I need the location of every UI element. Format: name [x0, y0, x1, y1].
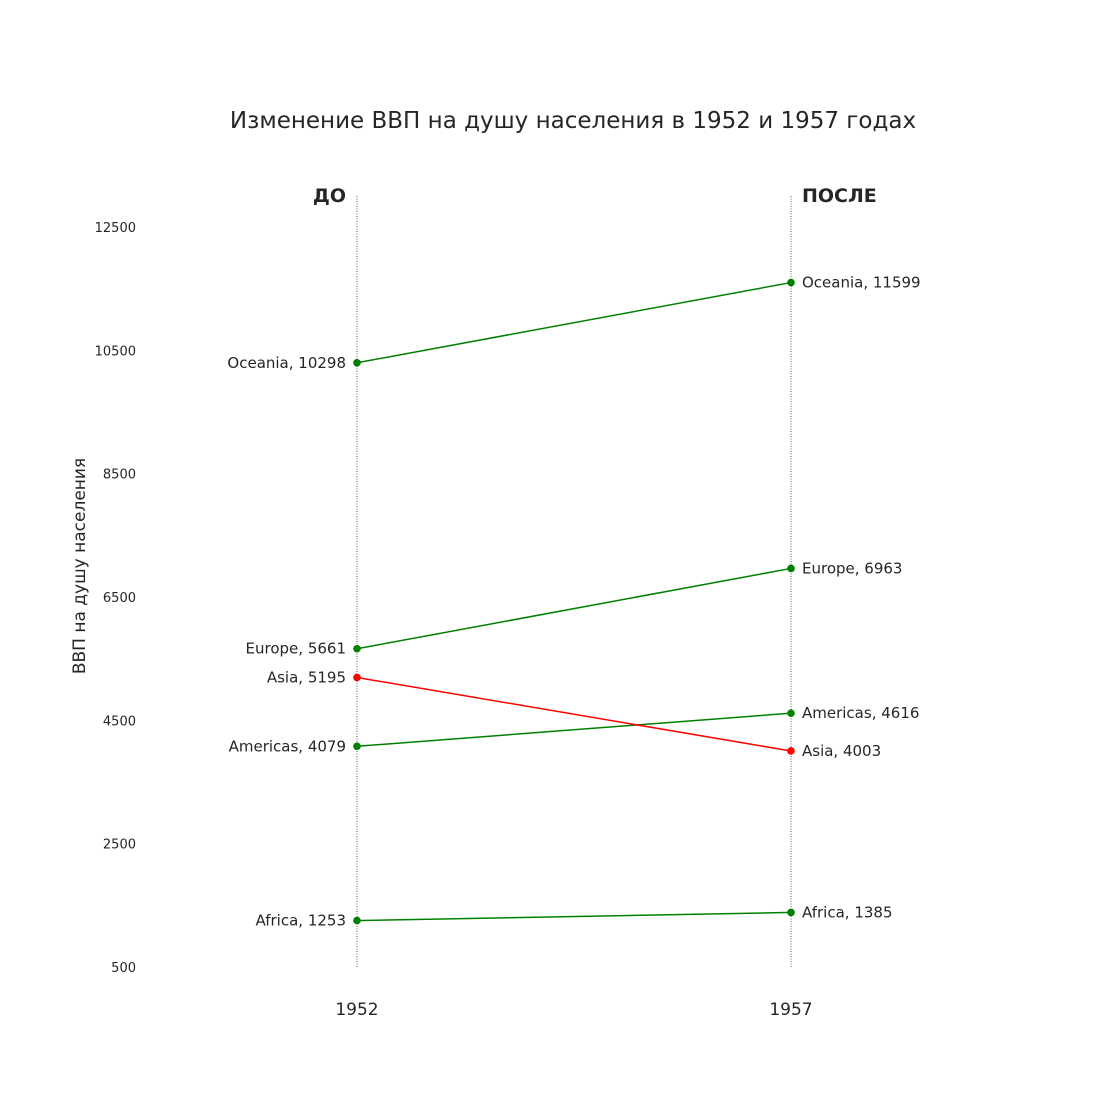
data-label: Asia, 5195 — [267, 668, 346, 686]
series-oceania: Oceania, 10298 Oceania, 11599 — [227, 274, 920, 372]
series-line — [356, 911, 792, 922]
data-point — [787, 709, 795, 717]
series-line — [356, 676, 792, 752]
series-europe: Europe, 5661 Europe, 6963 — [246, 559, 903, 657]
data-label: Oceania, 10298 — [227, 354, 346, 372]
y-tick-label: 2500 — [103, 838, 136, 853]
data-point — [787, 278, 795, 287]
data-point — [787, 747, 795, 755]
data-point — [353, 916, 361, 925]
data-label: Asia, 4003 — [802, 742, 881, 760]
header-after: ПОСЛЕ — [802, 185, 877, 207]
data-point — [787, 564, 795, 573]
series-line — [356, 712, 792, 748]
y-axis-label: ВВП на душу населения — [70, 458, 90, 674]
x-tick-label: 1952 — [335, 1000, 378, 1020]
chart-title: Изменение ВВП на душу населения в 1952 и… — [230, 108, 916, 134]
data-label: Africa, 1253 — [256, 912, 347, 930]
series-line — [356, 567, 792, 650]
data-point — [787, 908, 795, 917]
series-africa: Africa, 1253 Africa, 1385 — [256, 903, 893, 929]
data-label: Americas, 4616 — [802, 704, 919, 722]
y-tick-label: 6500 — [103, 591, 136, 606]
y-tick-label: 10500 — [95, 344, 136, 359]
y-tick-label: 8500 — [103, 468, 136, 483]
data-label: Africa, 1385 — [802, 903, 893, 921]
data-point — [353, 742, 361, 751]
y-tick-label: 4500 — [103, 714, 136, 729]
data-label: Americas, 4079 — [229, 737, 346, 755]
data-label: Europe, 6963 — [802, 559, 902, 577]
header-before: ДО — [313, 185, 346, 207]
series-americas: Americas, 4079 Americas, 4616 — [229, 704, 920, 755]
x-tick-label: 1957 — [769, 1000, 812, 1020]
data-label: Oceania, 11599 — [802, 274, 921, 292]
y-tick-label: 12500 — [95, 221, 136, 236]
y-tick-label: 500 — [111, 961, 136, 976]
data-point — [353, 358, 361, 367]
series-asia: Asia, 5195 Asia, 4003 — [267, 668, 881, 760]
series-line — [356, 281, 792, 364]
data-label: Europe, 5661 — [246, 640, 346, 658]
data-point — [353, 644, 361, 653]
data-point — [353, 673, 361, 682]
